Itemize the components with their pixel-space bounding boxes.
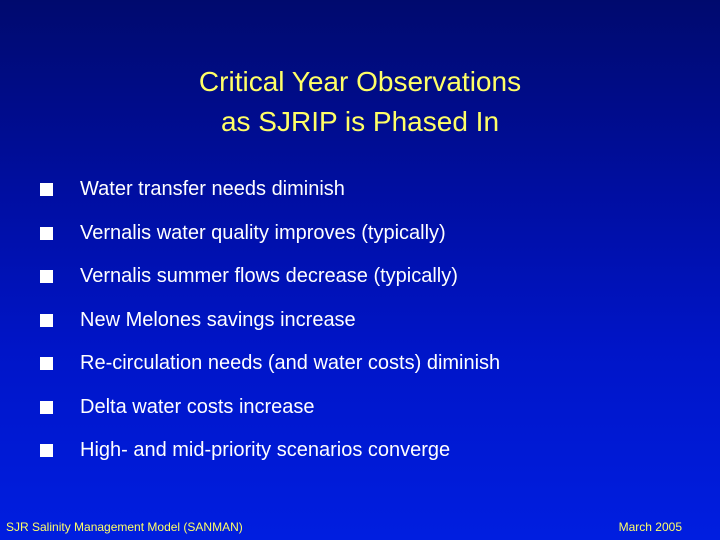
square-bullet-icon xyxy=(40,270,53,284)
bullet-item: Vernalis summer flows decrease (typicall… xyxy=(40,255,500,299)
square-bullet-icon xyxy=(40,400,53,414)
slide-title: Critical Year Observations as SJRIP is P… xyxy=(0,62,720,142)
bullet-text: High- and mid-priority scenarios converg… xyxy=(80,439,451,462)
bullet-text: Water transfer needs diminish xyxy=(80,178,345,201)
bullet-item: New Melones savings increase xyxy=(40,299,500,343)
slide-title-line-2: as SJRIP is Phased In xyxy=(220,106,500,137)
square-bullet-icon xyxy=(40,313,53,327)
square-bullet-icon xyxy=(40,226,53,240)
footer-left-text: SJR Salinity Management Model (SANMAN) xyxy=(6,520,243,534)
bullet-text: New Melones savings increase xyxy=(80,308,356,331)
bullet-text: Vernalis water quality improves (typical… xyxy=(80,221,446,244)
square-bullet-icon xyxy=(40,444,53,458)
bullet-text: Vernalis summer flows decrease (typicall… xyxy=(80,265,458,288)
bullet-list: Water transfer needs diminish Vernalis w… xyxy=(40,168,500,473)
square-bullet-icon xyxy=(40,357,53,371)
bullet-text: Re-circulation needs (and water costs) d… xyxy=(80,352,501,375)
slide-title-line-1: Critical Year Observations xyxy=(198,66,522,97)
square-bullet-icon xyxy=(40,183,53,197)
bullet-item: Water transfer needs diminish xyxy=(40,168,500,212)
bullet-item: Re-circulation needs (and water costs) d… xyxy=(40,342,500,386)
bullet-item: Vernalis water quality improves (typical… xyxy=(40,212,500,256)
footer-date: March 2005 xyxy=(618,520,682,534)
bullet-item: High- and mid-priority scenarios converg… xyxy=(40,429,500,473)
bullet-text: Delta water costs increase xyxy=(80,395,315,418)
bullet-item: Delta water costs increase xyxy=(40,386,500,430)
